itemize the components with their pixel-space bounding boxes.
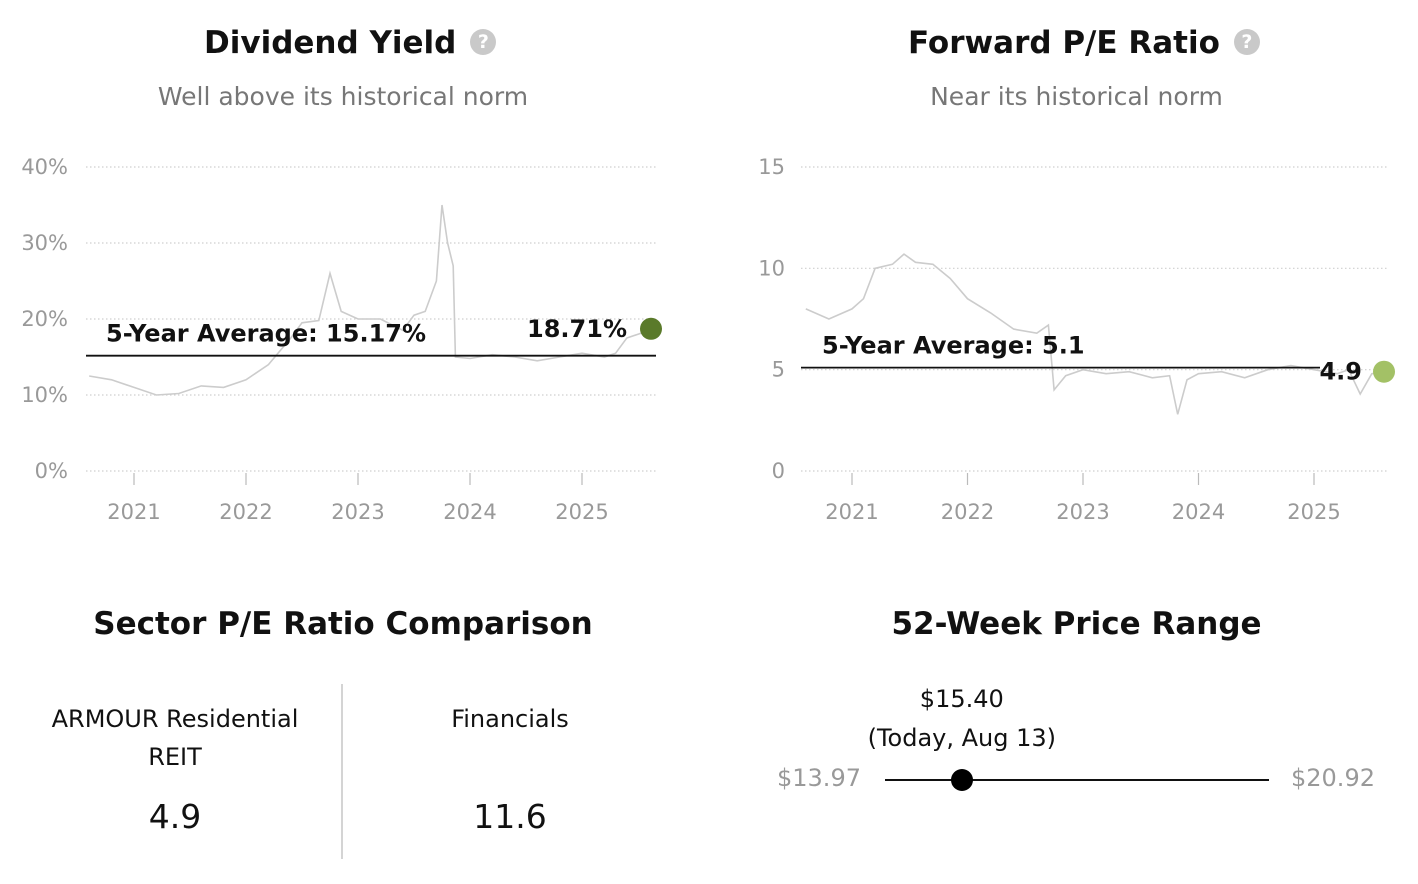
current-price-value: $15.40 [919,685,1004,713]
dividend-yield-panel: Dividend Yield? Well above its historica… [0,0,709,560]
forward-pe-subtitle: Near its historical norm [930,82,1223,111]
chart-title-text: Dividend Yield [204,25,457,61]
y-tick-label: 0% [35,459,68,483]
range-low-label: $13.97 [777,764,861,792]
x-tick-label: 2022 [941,500,994,524]
average-label: 5-Year Average: 15.17% [106,320,426,348]
x-tick-label: 2025 [1287,500,1340,524]
x-tick-label: 2024 [443,500,496,524]
y-tick-label: 15 [758,155,785,179]
range-marker [950,769,973,791]
current-price-note: (Today, Aug 13) [867,724,1057,752]
help-icon[interactable]: ? [470,28,497,55]
x-tick-label: 2021 [107,500,160,524]
y-tick-label: 0 [772,459,785,483]
sector-industry-value: 11.6 [473,797,547,836]
forward-pe-title: Forward P/E Ratio? [908,25,1260,61]
current-value-dot [640,317,662,340]
x-tick-label: 2025 [555,500,608,524]
x-tick-label: 2022 [219,500,272,524]
sector-divider [341,684,343,859]
sector-title: Sector P/E Ratio Comparison [93,606,593,642]
current-value-label: 4.9 [1319,358,1362,386]
range-track [885,779,1269,781]
average-label: 5-Year Average: 5.1 [822,332,1085,360]
y-tick-label: 20% [21,307,68,331]
chart-title-text: Forward P/E Ratio [908,25,1220,61]
x-tick-label: 2023 [1056,500,1109,524]
sector-company-value: 4.9 [148,797,202,836]
y-tick-label: 40% [21,155,68,179]
dividend-yield-chart: 0% 10% 20% 30% 40% 2021 2022 2023 2024 2025 5-Year… [21,155,662,524]
current-price: $15.40 (Today, Aug 13) [832,680,1092,758]
forward-pe-chart: 0 5 10 15 2021 2022 2023 2024 2025 5-Year Average… [758,155,1395,524]
current-value-dot [1373,360,1395,383]
help-icon[interactable]: ? [1233,28,1260,55]
y-tick-label: 10% [21,383,68,407]
y-tick-label: 30% [21,231,68,255]
series-line [89,204,650,396]
x-tick-label: 2021 [825,500,878,524]
sector-industry-name: Financials [451,705,569,733]
range-high-label: $20.92 [1291,764,1375,792]
x-tick-label: 2023 [331,500,384,524]
price-range-panel: 52-Week Price Range $15.40 (Today, Aug 1… [709,580,1418,884]
sector-comparison-panel: Sector P/E Ratio Comparison ARMOUR Resid… [0,580,709,884]
price-range-title: 52-Week Price Range [891,606,1262,642]
forward-pe-panel: Forward P/E Ratio? Near its historical n… [709,0,1418,560]
sector-company-name: ARMOUR Residential REIT [51,705,299,771]
dividend-yield-title: Dividend Yield? [204,25,497,61]
dividend-yield-subtitle: Well above its historical norm [157,82,529,111]
x-tick-label: 2024 [1172,500,1225,524]
current-value-label: 18.71% [527,315,627,343]
y-tick-label: 10 [758,256,785,280]
y-tick-label: 5 [772,358,785,382]
